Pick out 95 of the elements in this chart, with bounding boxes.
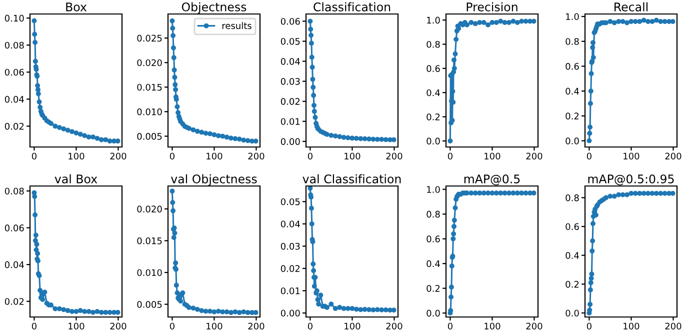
- chart-title: Classification: [314, 2, 390, 12]
- y-tick-label: 0.6: [566, 62, 579, 70]
- x-tick-label: 0: [308, 152, 312, 160]
- y-tick-label: 0.03: [280, 242, 300, 250]
- y-tick-label: 0.04: [280, 220, 300, 228]
- x-tick-label: 0: [308, 322, 312, 330]
- y-tick-label: 1.0: [566, 13, 579, 20]
- y-tick-label: 0.00: [280, 138, 300, 145]
- y-tick-label: 0.015: [137, 84, 162, 91]
- y-tick-label: 0.02: [280, 265, 300, 272]
- y-tick-label: 0.005: [137, 301, 162, 308]
- y-tick-label: 0.08: [4, 188, 24, 195]
- x-tick-label: 100: [206, 152, 222, 160]
- x-tick-label: 100: [624, 152, 640, 160]
- chart-title: Objectness: [182, 2, 246, 14]
- y-tick-label: 1.0: [427, 16, 440, 24]
- y-tick-label: 0.02: [280, 98, 300, 105]
- x-tick-label: 200: [386, 322, 402, 330]
- y-tick-label: 0.0: [426, 138, 440, 145]
- y-tick-label: 0.2: [426, 114, 440, 120]
- y-tick-label: 0.4: [426, 89, 440, 96]
- y-tick-label: 1.0: [427, 186, 440, 193]
- y-tick-label: 0.010: [137, 269, 162, 276]
- x-tick-label: 100: [484, 152, 500, 160]
- y-tick-label: 0.0: [426, 310, 440, 317]
- chart-title: Box: [66, 2, 87, 12]
- x-tick-label: 0: [448, 322, 452, 330]
- y-tick-label: 0.015: [137, 237, 162, 244]
- chart-title: Recall: [614, 2, 648, 12]
- y-tick-label: 0.4: [566, 88, 579, 95]
- y-tick-label: 0.00: [280, 310, 300, 317]
- y-tick-label: 0.04: [280, 58, 300, 65]
- y-tick-label: 0.6: [566, 223, 579, 230]
- x-tick-label: 100: [68, 152, 84, 160]
- x-tick-label: 200: [526, 152, 542, 160]
- x-tick-label: 200: [386, 152, 402, 160]
- y-tick-label: 0.020: [137, 206, 162, 212]
- x-tick-label: 200: [248, 152, 264, 160]
- x-tick-label: 200: [248, 322, 264, 330]
- x-tick-label: 0: [32, 152, 36, 160]
- x-tick-label: 100: [206, 322, 222, 330]
- y-tick-label: 0.2: [426, 285, 440, 292]
- y-tick-label: 0.05: [280, 38, 300, 45]
- y-tick-label: 0.6: [426, 236, 440, 242]
- x-tick-label: 200: [665, 322, 682, 330]
- y-tick-label: 0.03: [280, 78, 300, 85]
- x-tick-label: 100: [344, 152, 360, 160]
- y-tick-label: 0.4: [566, 252, 579, 259]
- x-tick-label: 0: [586, 322, 592, 330]
- x-tick-label: 100: [484, 322, 500, 330]
- y-tick-label: 0.04: [4, 96, 24, 103]
- y-tick-label: 0.8: [426, 210, 440, 218]
- y-tick-label: 0.025: [137, 34, 162, 42]
- x-tick-label: 100: [344, 322, 360, 330]
- y-tick-label: 0.02: [4, 122, 24, 130]
- y-tick-label: 0.8: [566, 194, 579, 202]
- y-tick-label: 0.02: [4, 298, 24, 305]
- chart-title: mAP@0.5: [464, 174, 520, 186]
- y-tick-label: 0.6: [426, 65, 440, 72]
- y-tick-label: 0.04: [4, 261, 24, 268]
- y-tick-label: 0.0: [566, 138, 579, 144]
- x-tick-label: 0: [32, 322, 36, 330]
- x-tick-label: 0: [586, 152, 592, 160]
- y-tick-label: 0.020: [137, 59, 162, 66]
- chart-title: val Box: [54, 174, 98, 184]
- x-tick-label: 200: [665, 152, 682, 160]
- y-tick-label: 0.05: [280, 198, 300, 206]
- y-tick-label: 0.10: [4, 14, 24, 22]
- x-tick-label: 100: [68, 322, 84, 330]
- x-tick-label: 200: [110, 322, 126, 330]
- y-tick-label: 0.005: [137, 132, 162, 140]
- y-tick-label: 0.8: [566, 38, 579, 45]
- y-tick-label: 0.2: [566, 112, 579, 120]
- chart-title: Precision: [466, 2, 518, 12]
- x-tick-label: 100: [624, 322, 640, 330]
- x-tick-label: 0: [170, 322, 174, 330]
- legend-label: results: [222, 22, 252, 30]
- x-tick-label: 200: [110, 152, 126, 160]
- y-tick-label: 0.4: [426, 260, 440, 268]
- y-tick-label: 0.06: [4, 68, 24, 76]
- y-tick-label: 0.06: [4, 224, 24, 232]
- y-tick-label: 0.0: [566, 310, 579, 317]
- y-tick-label: 0.08: [4, 42, 24, 49]
- y-tick-label: 0.06: [280, 18, 300, 25]
- x-tick-label: 200: [526, 322, 542, 330]
- x-tick-label: 0: [448, 152, 452, 160]
- y-tick-label: 0.010: [137, 108, 162, 116]
- y-tick-label: 0.2: [566, 280, 579, 288]
- x-tick-label: 0: [170, 152, 174, 160]
- chart-title: val Objectness: [170, 174, 257, 186]
- y-tick-label: 0.01: [280, 287, 300, 294]
- y-tick-label: 0.8: [426, 40, 440, 48]
- y-tick-label: 0.01: [280, 118, 300, 125]
- chart-title: val Classification: [302, 174, 401, 184]
- chart-title: mAP@0.5:0.95: [588, 174, 674, 186]
